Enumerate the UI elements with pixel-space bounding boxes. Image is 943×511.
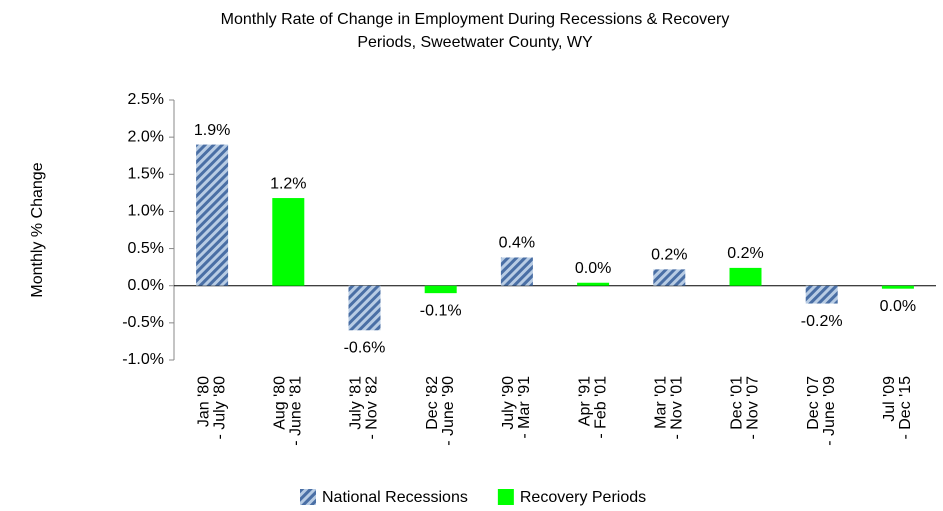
- x-tick-label: July '90: [500, 376, 517, 430]
- bar: [881, 285, 914, 289]
- x-tick-label: Aug '80: [272, 376, 289, 430]
- x-tick-label: - Dec '15: [897, 376, 914, 440]
- legend-label: National Recessions: [322, 489, 468, 506]
- x-tick-label: - June '81: [288, 376, 305, 446]
- x-tick-label: - Mar '91: [516, 376, 533, 439]
- y-tick-label: 1.5%: [128, 166, 164, 183]
- y-tick-label: -0.5%: [122, 314, 164, 331]
- y-axis-title: Monthly % Change: [29, 162, 46, 297]
- x-tick-label: - Feb '01: [592, 376, 609, 439]
- y-tick-label: 2.5%: [128, 91, 164, 108]
- data-label: 0.4%: [499, 235, 535, 252]
- x-tick-label: Apr '91: [576, 376, 593, 426]
- chart-title: Periods, Sweetwater County, WY: [357, 34, 593, 51]
- data-label: -0.1%: [420, 302, 462, 319]
- data-label: 0.0%: [880, 298, 916, 315]
- data-label: -0.6%: [344, 340, 386, 357]
- data-label: 1.9%: [194, 122, 230, 139]
- bar: [272, 198, 305, 286]
- y-tick-label: -1.0%: [122, 351, 164, 368]
- chart-title: Monthly Rate of Change in Employment Dur…: [221, 11, 730, 28]
- y-tick-label: 0.5%: [128, 240, 164, 257]
- bar: [805, 285, 838, 304]
- x-tick-label: Dec '01: [729, 376, 746, 430]
- data-label: -0.2%: [801, 313, 843, 330]
- y-tick-label: 1.0%: [128, 203, 164, 220]
- x-tick-label: - Nov '82: [364, 376, 381, 440]
- legend-swatch: [300, 489, 316, 505]
- bar: [729, 267, 762, 286]
- data-label: 0.2%: [727, 245, 763, 262]
- x-tick-label: - July '80: [211, 376, 228, 440]
- bar: [348, 285, 381, 331]
- bar: [196, 144, 229, 286]
- data-label: 0.0%: [575, 260, 611, 277]
- x-tick-label: Jan '80: [195, 376, 212, 427]
- x-tick-label: - June '90: [440, 376, 457, 446]
- legend-label: Recovery Periods: [520, 489, 646, 506]
- x-tick-label: Dec '07: [805, 376, 822, 430]
- bar: [653, 269, 686, 286]
- x-tick-label: July '81: [348, 376, 365, 430]
- x-tick-label: - Nov '07: [745, 376, 762, 440]
- bar: [424, 285, 457, 294]
- x-tick-label: Mar '01: [653, 376, 670, 429]
- legend-swatch: [497, 489, 514, 505]
- bar: [500, 257, 533, 286]
- bar: [577, 282, 610, 286]
- data-label: 1.2%: [270, 175, 306, 192]
- x-tick-label: - Nov '01: [669, 376, 686, 440]
- data-label: 0.2%: [651, 247, 687, 264]
- x-tick-label: Dec '82: [424, 376, 441, 430]
- y-tick-label: 0.0%: [128, 277, 164, 294]
- y-tick-label: 2.0%: [128, 128, 164, 145]
- x-tick-label: - June '09: [821, 376, 838, 446]
- x-tick-label: Jul '09: [881, 376, 898, 422]
